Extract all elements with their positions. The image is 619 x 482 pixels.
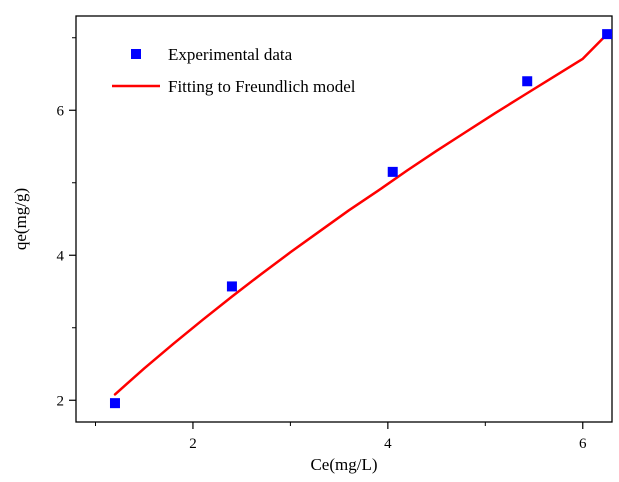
- y-axis-ticks: 2 4 6: [57, 37, 76, 409]
- x-tick-label-2: 6: [579, 436, 587, 452]
- data-point-1: [226, 281, 237, 292]
- fit-line-group: [113, 32, 609, 396]
- y-tick-label-1: 4: [57, 248, 65, 264]
- data-point-4: [602, 29, 613, 40]
- y-tick-label-0: 2: [57, 393, 65, 409]
- legend-label-fit: Fitting to Freundlich model: [168, 77, 356, 96]
- legend-label-experimental: Experimental data: [168, 45, 293, 64]
- y-tick-label-2: 6: [57, 103, 65, 119]
- y-axis-label: qe(mg/g): [11, 188, 30, 250]
- x-axis-ticks: 2 4 6: [94, 422, 587, 452]
- experimental-points: [109, 29, 613, 409]
- legend-marker-experimental: [131, 49, 141, 59]
- x-tick-label-1: 4: [384, 436, 392, 452]
- data-point-0: [109, 398, 120, 409]
- x-axis-label: Ce(mg/L): [310, 455, 377, 474]
- data-point-3: [522, 76, 533, 87]
- plot-frame: [75, 15, 613, 423]
- fit-line: [113, 32, 609, 396]
- x-tick-label-0: 2: [189, 436, 197, 452]
- legend: Experimental data Fitting to Freundlich …: [112, 45, 356, 96]
- data-point-2: [387, 166, 398, 177]
